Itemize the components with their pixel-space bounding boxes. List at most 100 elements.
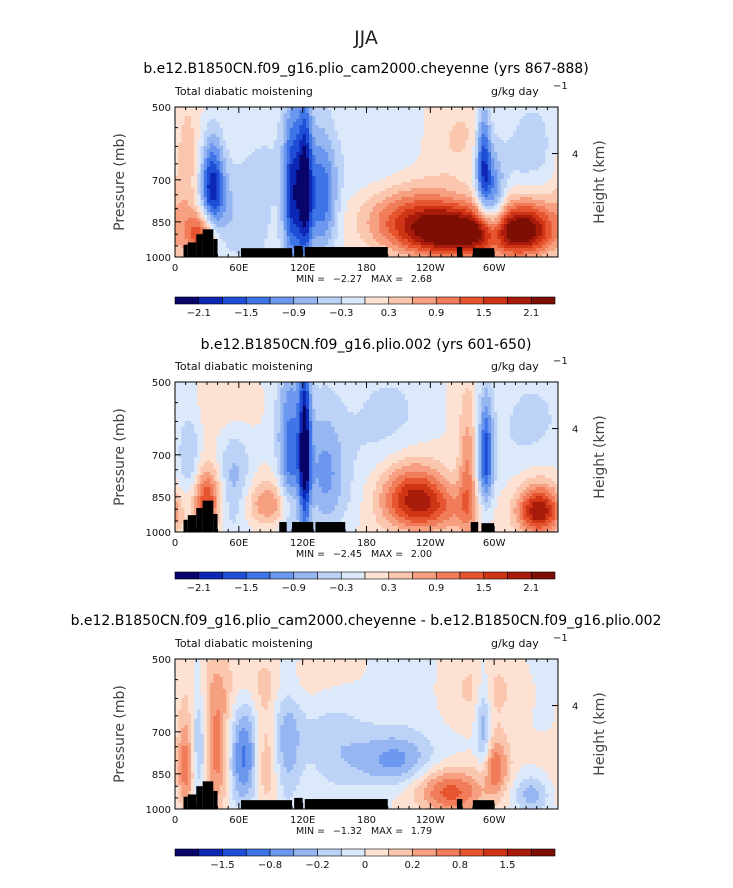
heatmap-cell bbox=[366, 221, 371, 225]
heatmap-cell bbox=[200, 128, 205, 132]
heatmap-cell bbox=[337, 107, 342, 111]
heatmap-cell bbox=[267, 224, 272, 228]
heatmap-cell bbox=[542, 146, 546, 150]
heatmap-cell bbox=[388, 206, 393, 210]
heatmap-cell bbox=[522, 152, 527, 156]
heatmap-cell bbox=[478, 203, 482, 207]
heatmap-cell bbox=[264, 140, 268, 144]
heatmap-cell bbox=[216, 176, 221, 180]
heatmap-cell bbox=[280, 119, 284, 123]
heatmap-cell bbox=[334, 197, 339, 201]
heatmap-cell bbox=[347, 164, 351, 168]
heatmap-cell bbox=[181, 218, 185, 222]
heatmap-cell bbox=[350, 110, 355, 114]
heatmap-cell bbox=[194, 227, 198, 231]
heatmap-cell bbox=[407, 131, 412, 135]
heatmap-cell bbox=[203, 221, 208, 225]
heatmap-cell bbox=[248, 122, 252, 126]
heatmap-cell bbox=[535, 146, 540, 150]
heatmap-cell bbox=[334, 203, 339, 207]
heatmap-cell bbox=[187, 188, 192, 192]
heatmap-cell bbox=[296, 212, 300, 216]
heatmap-cell bbox=[226, 152, 230, 156]
heatmap-cell bbox=[334, 185, 339, 189]
heatmap-cell bbox=[392, 197, 396, 201]
heatmap-cell bbox=[369, 158, 374, 162]
heatmap-cell bbox=[318, 179, 323, 183]
heatmap-cell bbox=[347, 116, 351, 120]
heatmap-cell bbox=[261, 230, 265, 234]
heatmap-cell bbox=[181, 206, 185, 210]
heatmap-cell bbox=[363, 194, 367, 198]
heatmap-cell bbox=[545, 167, 549, 171]
heatmap-cell bbox=[510, 134, 514, 138]
heatmap-cell bbox=[293, 185, 297, 189]
heatmap-cell bbox=[439, 149, 444, 153]
heatmap-cell bbox=[350, 221, 355, 225]
heatmap-cell bbox=[503, 131, 508, 135]
heatmap-cell bbox=[526, 119, 530, 123]
heatmap-cell bbox=[392, 176, 396, 180]
heatmap-cell bbox=[219, 197, 224, 201]
heatmap-cell bbox=[235, 224, 240, 228]
heatmap-cell bbox=[328, 179, 332, 183]
heatmap-cell bbox=[551, 170, 556, 174]
heatmap-cell bbox=[427, 134, 431, 138]
heatmap-cell bbox=[356, 179, 361, 183]
heatmap-cell bbox=[506, 227, 511, 231]
heatmap-cell bbox=[407, 116, 412, 120]
heatmap-cell bbox=[462, 227, 466, 231]
heatmap-cell bbox=[299, 206, 304, 210]
heatmap-cell bbox=[376, 224, 380, 228]
heatmap-cell bbox=[226, 146, 230, 150]
heatmap-cell bbox=[264, 170, 268, 174]
heatmap-cell bbox=[395, 113, 399, 117]
heatmap-cell bbox=[242, 224, 246, 228]
heatmap-cell bbox=[286, 113, 291, 117]
heatmap-cell bbox=[411, 191, 415, 195]
heatmap-cell bbox=[443, 149, 447, 153]
heatmap-cell bbox=[175, 230, 179, 234]
heatmap-cell bbox=[420, 110, 425, 114]
heatmap-cell bbox=[452, 155, 457, 159]
heatmap-cell bbox=[369, 191, 374, 195]
heatmap-cell bbox=[360, 143, 364, 147]
heatmap-cell bbox=[411, 140, 415, 144]
heatmap-cell bbox=[497, 149, 501, 153]
heatmap-cell bbox=[222, 116, 227, 120]
heatmap-cell bbox=[417, 125, 422, 129]
heatmap-cell bbox=[446, 206, 450, 210]
heatmap-cell bbox=[363, 185, 367, 189]
heatmap-cell bbox=[280, 188, 284, 192]
heatmap-cell bbox=[497, 203, 501, 207]
heatmap-cell bbox=[302, 200, 307, 204]
heatmap-cell bbox=[542, 164, 546, 168]
heatmap-cell bbox=[267, 164, 272, 168]
heatmap-cell bbox=[273, 134, 278, 138]
heatmap-cell bbox=[321, 212, 326, 216]
heatmap-cell bbox=[248, 182, 252, 186]
heatmap-cell bbox=[538, 197, 543, 201]
heatmap-cell bbox=[554, 146, 559, 150]
heatmap-cell bbox=[468, 119, 473, 123]
heatmap-cell bbox=[203, 113, 208, 117]
heatmap-cell bbox=[478, 221, 482, 225]
heatmap-cell bbox=[337, 224, 342, 228]
heatmap-cell bbox=[190, 122, 195, 126]
heatmap-cell bbox=[206, 188, 211, 192]
heatmap-cell bbox=[238, 143, 243, 147]
heatmap-cell bbox=[494, 176, 498, 180]
heatmap-cell bbox=[372, 131, 377, 135]
heatmap-cell bbox=[257, 203, 262, 207]
heatmap-cell bbox=[309, 173, 313, 177]
heatmap-cell bbox=[328, 137, 332, 141]
heatmap-cell bbox=[417, 116, 422, 120]
heatmap-cell bbox=[178, 155, 182, 159]
heatmap-cell bbox=[251, 137, 256, 141]
heatmap-cell bbox=[267, 173, 272, 177]
heatmap-cell bbox=[296, 137, 300, 141]
heatmap-cell bbox=[325, 215, 329, 219]
heatmap-cell bbox=[465, 128, 470, 132]
heatmap-cell bbox=[538, 185, 543, 189]
heatmap-cell bbox=[184, 140, 189, 144]
